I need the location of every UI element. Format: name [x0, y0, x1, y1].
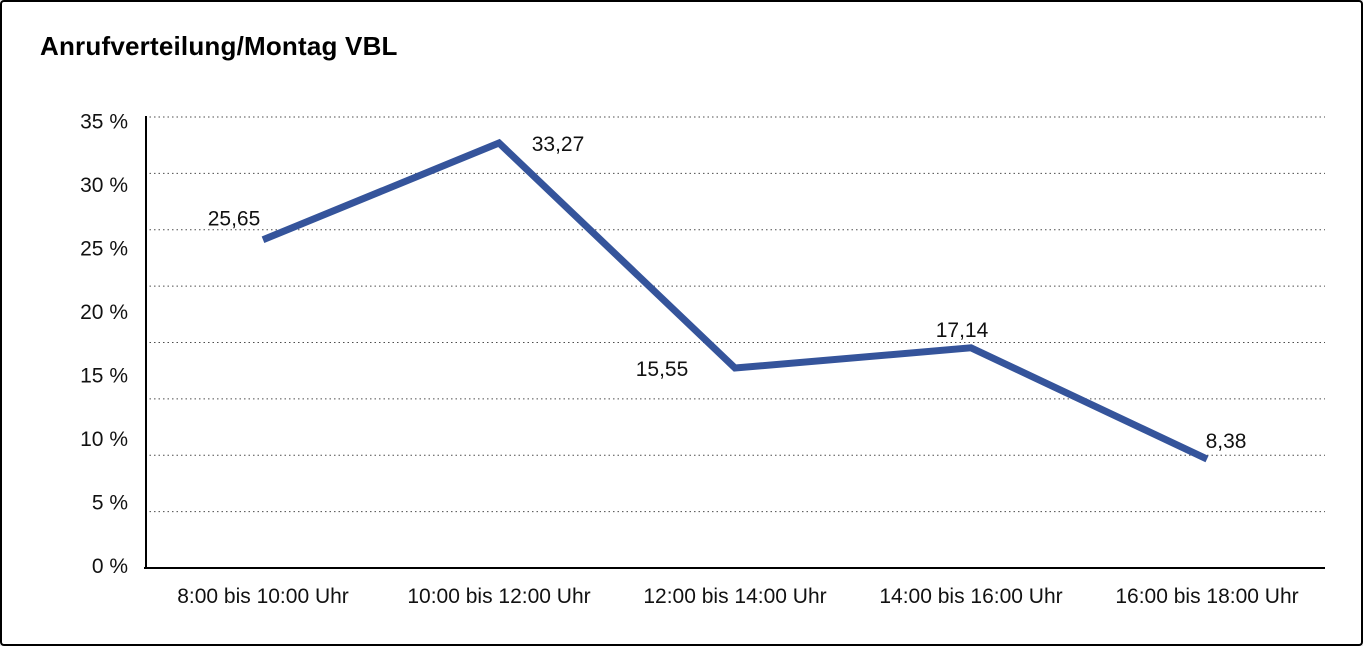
x-tick-label: 12:00 bis 14:00 Uhr — [643, 585, 826, 608]
y-tick-label: 35 % — [80, 111, 128, 134]
x-tick-label: 14:00 bis 16:00 Uhr — [879, 585, 1062, 608]
data-point-label: 17,14 — [936, 319, 989, 342]
chart-title: Anrufverteilung/Montag VBL — [40, 31, 398, 61]
y-tick-label: 20 % — [80, 301, 128, 324]
y-tick-label: 5 % — [92, 492, 128, 515]
data-point-label: 8,38 — [1206, 430, 1247, 453]
y-tick-label: 0 % — [92, 555, 128, 578]
y-tick-label: 25 % — [80, 238, 128, 261]
y-tick-label: 30 % — [80, 174, 128, 197]
data-point-label: 15,55 — [636, 358, 689, 381]
x-tick-label: 16:00 bis 18:00 Uhr — [1115, 585, 1298, 608]
data-point-label: 25,65 — [208, 208, 261, 231]
x-tick-label: 8:00 bis 10:00 Uhr — [177, 585, 349, 608]
y-tick-label: 15 % — [80, 365, 128, 388]
x-tick-label: 10:00 bis 12:00 Uhr — [407, 585, 590, 608]
y-tick-label: 10 % — [80, 428, 128, 451]
series-line — [261, 138, 1209, 463]
data-point-label: 33,27 — [532, 133, 585, 156]
